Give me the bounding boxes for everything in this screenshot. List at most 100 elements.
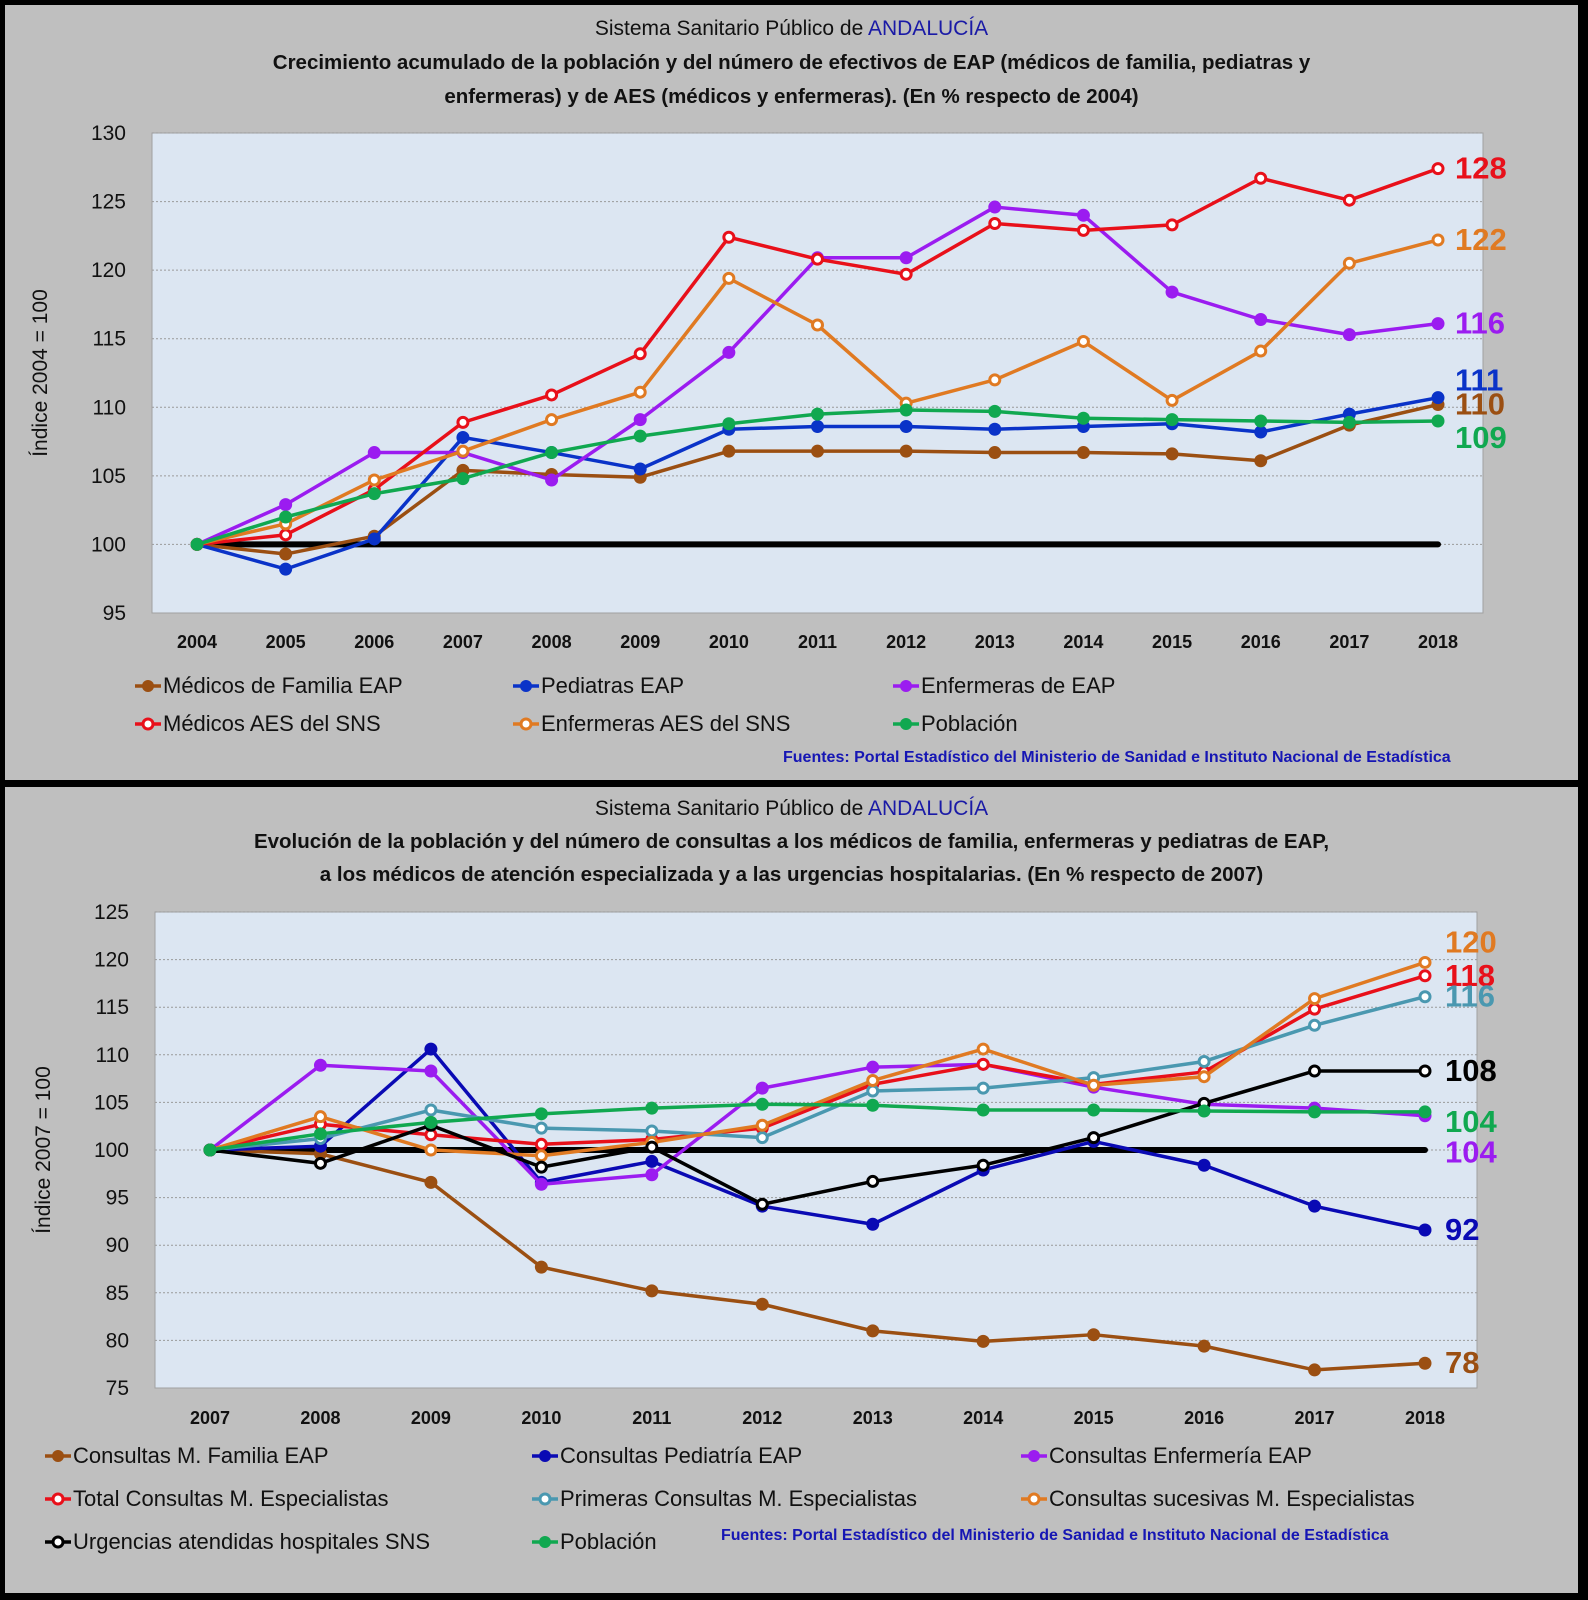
legend-label: Población — [921, 711, 1018, 736]
data-point — [633, 385, 647, 399]
data-point — [1418, 1105, 1432, 1119]
legend-label: Consultas M. Familia EAP — [73, 1443, 329, 1468]
x-tick-label: 2008 — [532, 632, 572, 652]
chart-title: Sistema Sanitario Público de ANDALUCÍA — [5, 17, 1578, 41]
data-point — [899, 251, 913, 265]
data-point — [1087, 1103, 1101, 1117]
x-tick-label: 2017 — [1329, 632, 1369, 652]
data-point — [367, 532, 381, 546]
data-point — [811, 252, 824, 266]
y-tick-label: 95 — [106, 1187, 129, 1210]
end-value-label: 104 — [1445, 1135, 1497, 1170]
chart-subtitle-line1: Evolución de la población y del número d… — [253, 830, 1330, 853]
chart-title: Sistema Sanitario Público de ANDALUCÍA — [5, 797, 1578, 821]
x-tick-label: 2013 — [975, 632, 1015, 652]
series-line — [209, 1148, 1426, 1372]
x-tick-label: 2013 — [853, 1408, 893, 1428]
legend-marker-icon — [539, 1536, 551, 1548]
data-point — [645, 1101, 659, 1115]
data-point — [633, 347, 647, 361]
legend-marker-icon — [538, 1492, 552, 1506]
series-line — [209, 995, 1426, 1152]
title-prefix: Sistema Sanitario Público de — [594, 797, 868, 820]
data-point — [534, 1137, 548, 1151]
data-point — [1418, 1223, 1432, 1237]
data-point — [1308, 1199, 1322, 1213]
data-point — [722, 417, 736, 431]
x-tick-label: 2006 — [354, 632, 394, 652]
end-value-label: 92 — [1445, 1212, 1479, 1247]
data-point — [1431, 317, 1445, 331]
legend-label: Total Consultas M. Especialistas — [73, 1486, 388, 1511]
legend-label: Población — [560, 1529, 657, 1554]
data-point — [456, 415, 470, 429]
legend-item: Urgencias atendidas hospitales SNS — [45, 1529, 430, 1554]
data-point — [1254, 344, 1268, 358]
y-tick-label: 100 — [94, 1139, 129, 1162]
data-point — [755, 1131, 769, 1145]
data-point — [866, 1060, 880, 1074]
data-point — [279, 547, 293, 561]
chart-subtitle-line1: Crecimiento acumulado de la población y … — [272, 51, 1311, 74]
data-point — [1308, 1105, 1322, 1119]
data-point — [755, 1197, 769, 1211]
legend-label: Consultas sucesivas M. Especialistas — [1049, 1486, 1415, 1511]
legend-marker-icon — [519, 717, 533, 731]
data-point — [424, 1064, 438, 1078]
end-value-label: 120 — [1445, 924, 1497, 959]
data-point — [722, 230, 736, 244]
data-point — [203, 1143, 217, 1157]
y-tick-label: 85 — [106, 1282, 129, 1305]
x-tick-label: 2008 — [300, 1408, 340, 1428]
y-tick-label: 120 — [91, 259, 126, 282]
y-tick-label: 80 — [106, 1329, 129, 1352]
end-value-label: 109 — [1455, 420, 1507, 455]
data-point — [645, 1140, 659, 1154]
data-point — [534, 1107, 548, 1121]
data-point — [1342, 328, 1356, 342]
data-point — [279, 498, 293, 512]
data-point — [1254, 171, 1268, 185]
data-point — [645, 1168, 659, 1182]
y-tick-label: 95 — [103, 602, 126, 625]
end-value-label: 78 — [1445, 1345, 1479, 1380]
x-tick-label: 2010 — [709, 632, 749, 652]
series-primeras-consultas-m-especialistas: 116 — [203, 979, 1495, 1157]
y-tick-label: 120 — [94, 949, 129, 972]
x-tick-label: 2018 — [1405, 1408, 1445, 1428]
x-tick-label: 2016 — [1241, 632, 1281, 652]
data-point — [976, 1042, 990, 1056]
data-point — [1308, 1363, 1322, 1377]
data-point — [899, 403, 913, 417]
y-tick-label: 115 — [96, 996, 129, 1019]
data-point — [1197, 1054, 1211, 1068]
data-point — [1165, 393, 1179, 407]
data-point — [456, 444, 470, 458]
data-point — [755, 1297, 769, 1311]
end-value-label: 116 — [1445, 979, 1495, 1014]
legend-item: Pediatras EAP — [513, 673, 684, 698]
data-point — [279, 510, 293, 524]
data-point — [1418, 969, 1432, 983]
y-tick-label: 75 — [106, 1377, 129, 1400]
chart-subtitle-line2: enfermeras) y de AES (médicos y enfermer… — [444, 85, 1139, 108]
x-tick-label: 2017 — [1295, 1408, 1335, 1428]
legend-label: Médicos de Familia EAP — [163, 673, 403, 698]
data-point — [1308, 1002, 1322, 1016]
y-tick-label: 105 — [94, 1091, 129, 1114]
legend-label: Médicos AES del SNS — [163, 711, 381, 736]
x-tick-label: 2010 — [521, 1408, 561, 1428]
data-point — [424, 1143, 438, 1157]
legend-marker-icon — [51, 1492, 65, 1506]
series-line — [209, 1047, 1426, 1232]
data-point — [545, 473, 559, 487]
y-tick-label: 115 — [93, 328, 126, 351]
data-point — [633, 462, 647, 476]
legend-item: Población — [532, 1529, 657, 1554]
series-line — [209, 960, 1426, 1158]
end-value-label: 118 — [1445, 958, 1495, 993]
series-line — [209, 1069, 1425, 1207]
x-tick-label: 2009 — [620, 632, 660, 652]
x-tick-label: 2014 — [963, 1408, 1003, 1428]
data-point — [722, 444, 736, 458]
